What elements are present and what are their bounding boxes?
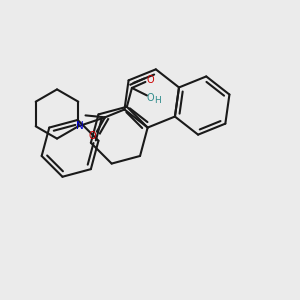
Text: O: O [88, 131, 96, 141]
Text: N: N [76, 121, 84, 131]
Text: O: O [146, 74, 154, 85]
Text: O: O [146, 93, 154, 103]
Text: H: H [154, 96, 161, 105]
